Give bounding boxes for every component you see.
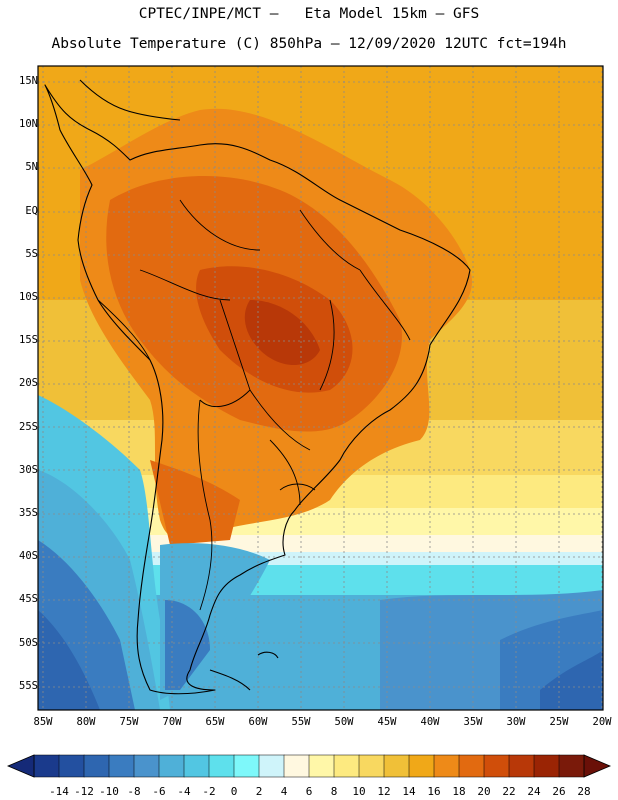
colorbar-swatch — [108, 754, 135, 778]
colorbar-swatch — [333, 754, 360, 778]
colorbar-label: -2 — [202, 785, 216, 798]
colorbar-swatch — [183, 754, 210, 778]
colorbar-label: 20 — [477, 785, 491, 798]
colorbar-swatch — [533, 754, 560, 778]
lon-label: 65W — [205, 716, 225, 728]
colorbar-swatch — [558, 754, 585, 778]
colorbar-swatch — [483, 754, 510, 778]
colorbar-swatch — [458, 754, 485, 778]
colorbar-swatch — [433, 754, 460, 778]
colorbar-swatch — [33, 754, 60, 778]
colorbar-label: -10 — [99, 785, 119, 798]
lat-label: 35S — [19, 507, 38, 519]
colorbar-label: 10 — [352, 785, 366, 798]
colorbar-label: -8 — [127, 785, 141, 798]
colorbar-label: -12 — [74, 785, 94, 798]
lat-label: 10N — [19, 118, 38, 131]
lat-label: 25S — [19, 420, 38, 433]
colorbar-swatch — [208, 754, 235, 778]
colorbar-label: 24 — [527, 785, 541, 798]
colorbar-label: -4 — [177, 785, 191, 798]
lon-label: 70W — [162, 716, 182, 728]
colorbar-over-arrow — [583, 754, 612, 778]
colorbar-label: 0 — [230, 785, 238, 798]
lon-label: 40W — [420, 716, 440, 728]
colorbar-label: 8 — [330, 785, 338, 798]
lon-label: 80W — [76, 716, 96, 728]
colorbar-label: 4 — [280, 785, 288, 798]
lat-label: 40S — [19, 550, 38, 563]
colorbar-swatch — [383, 754, 410, 778]
colorbar-label: -6 — [152, 785, 166, 798]
colorbar-swatch — [158, 754, 185, 778]
colorbar-swatch — [358, 754, 385, 778]
lat-label: 5S — [25, 247, 38, 260]
colorbar-swatch — [308, 754, 335, 778]
colorbar-swatch — [83, 754, 110, 778]
colorbar-label: 26 — [552, 785, 566, 798]
lon-label: 50W — [334, 716, 354, 728]
colorbar-label: 12 — [377, 785, 391, 798]
lat-label: EQ — [25, 204, 38, 217]
colorbar-label: 14 — [402, 785, 416, 798]
lon-label: 30W — [506, 716, 526, 728]
coastlines — [44, 79, 471, 695]
lat-label: 10S — [19, 291, 38, 303]
lon-label: 35W — [463, 716, 483, 728]
lat-lon-grid — [38, 66, 603, 710]
colorbar-swatch — [233, 754, 260, 778]
colorbar-swatch — [283, 754, 310, 778]
color-bar — [6, 754, 612, 778]
lon-label: 25W — [549, 716, 569, 728]
colorbar-label: 6 — [305, 785, 313, 798]
colorbar-swatch — [408, 754, 435, 778]
title-line-1: CPTEC/INPE/MCT – Eta Model 15km – GFS — [138, 6, 480, 22]
lat-label: 50S — [19, 636, 38, 649]
colorbar-label: 28 — [577, 785, 591, 798]
lat-label: 20S — [19, 377, 38, 390]
colorbar-under-arrow — [6, 754, 35, 778]
title-line-2: Absolute Temperature (C) 850hPa – 12/09/… — [51, 36, 567, 52]
country-borders — [97, 199, 411, 611]
colorbar-label: 16 — [427, 785, 441, 798]
colorbar-label: 2 — [255, 785, 263, 798]
lat-label: 55S — [19, 679, 38, 692]
temperature-field — [38, 66, 603, 710]
colorbar-swatch — [258, 754, 285, 778]
lat-label: 5N — [25, 161, 38, 174]
lon-label: 85W — [33, 716, 53, 728]
lon-label: 20W — [592, 716, 612, 728]
colorbar-label: 22 — [502, 785, 516, 798]
map-frame — [37, 65, 604, 711]
lon-label: 55W — [291, 716, 311, 728]
colorbar-label: 18 — [452, 785, 466, 798]
colorbar-label: -14 — [49, 785, 69, 798]
colorbar-swatch — [58, 754, 85, 778]
lon-label: 45W — [377, 716, 397, 728]
colorbar-swatch — [508, 754, 535, 778]
lat-label: 15S — [19, 334, 38, 347]
lon-label: 75W — [119, 716, 139, 728]
lat-label: 45S — [19, 593, 38, 606]
lat-label: 30S — [19, 463, 38, 476]
colorbar-swatch — [133, 754, 160, 778]
lat-label: 15N — [19, 75, 38, 87]
lon-label: 60W — [248, 716, 268, 728]
